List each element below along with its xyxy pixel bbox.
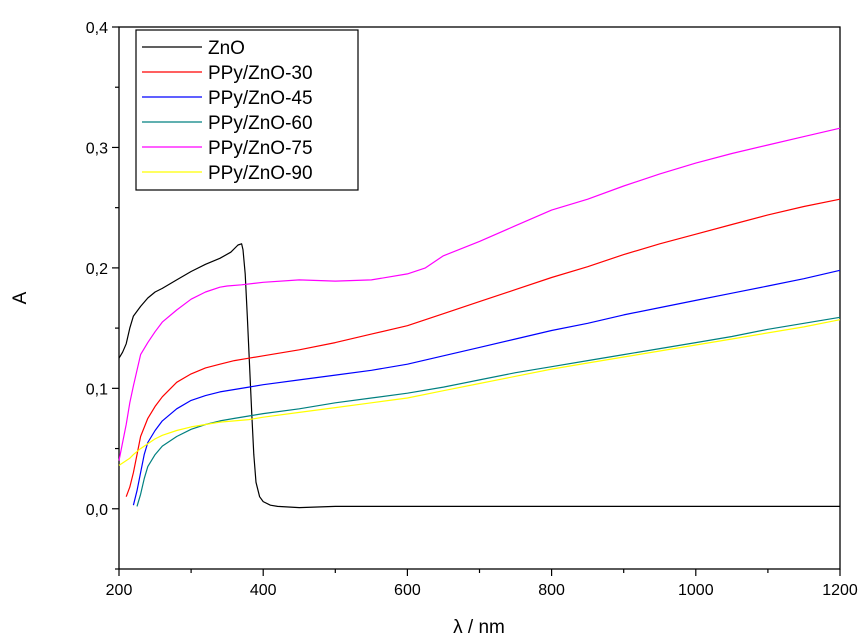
x-tick-label: 800 xyxy=(538,582,565,599)
x-tick-label: 400 xyxy=(250,582,277,599)
x-tick-label: 1200 xyxy=(822,582,858,599)
tick-layer: 200 400 600 800 1000 1200 0,0 0,1 0,2 0,3 0,4 xyxy=(86,20,858,599)
legend-label-0: ZnO xyxy=(208,38,245,59)
x-tick-label: 1000 xyxy=(678,582,714,599)
series-line-0 xyxy=(118,243,840,509)
legend: ZnO PPy/ZnO-30 PPy/ZnO-45 PPy/ZnO-60 PPy/ZnO… xyxy=(135,29,359,191)
y-tick-label: 0,3 xyxy=(86,140,108,157)
y-tick-label: 0,0 xyxy=(86,502,108,519)
legend-label-2: PPy/ZnO-45 xyxy=(208,88,313,109)
series-line-4 xyxy=(118,127,841,461)
legend-box xyxy=(135,29,359,191)
series-line-3 xyxy=(136,316,841,507)
series-layer xyxy=(118,127,841,509)
x-tick-label: 200 xyxy=(106,582,133,599)
y-tick-label: 0,1 xyxy=(86,381,108,398)
y-tick-label: 0,2 xyxy=(86,261,108,278)
legend-label-5: PPy/ZnO-90 xyxy=(208,163,313,184)
y-axis-title: A xyxy=(10,291,31,304)
series-line-5 xyxy=(118,319,841,466)
legend-label-4: PPy/ZnO-75 xyxy=(208,138,313,159)
x-axis-title: λ / nm xyxy=(453,617,505,638)
x-tick-label: 600 xyxy=(394,582,421,599)
legend-label-3: PPy/ZnO-60 xyxy=(208,113,313,134)
series-line-2 xyxy=(132,269,841,506)
y-tick-label: 0,4 xyxy=(86,20,108,37)
series-line-1 xyxy=(125,198,841,497)
legend-label-1: PPy/ZnO-30 xyxy=(208,63,313,84)
